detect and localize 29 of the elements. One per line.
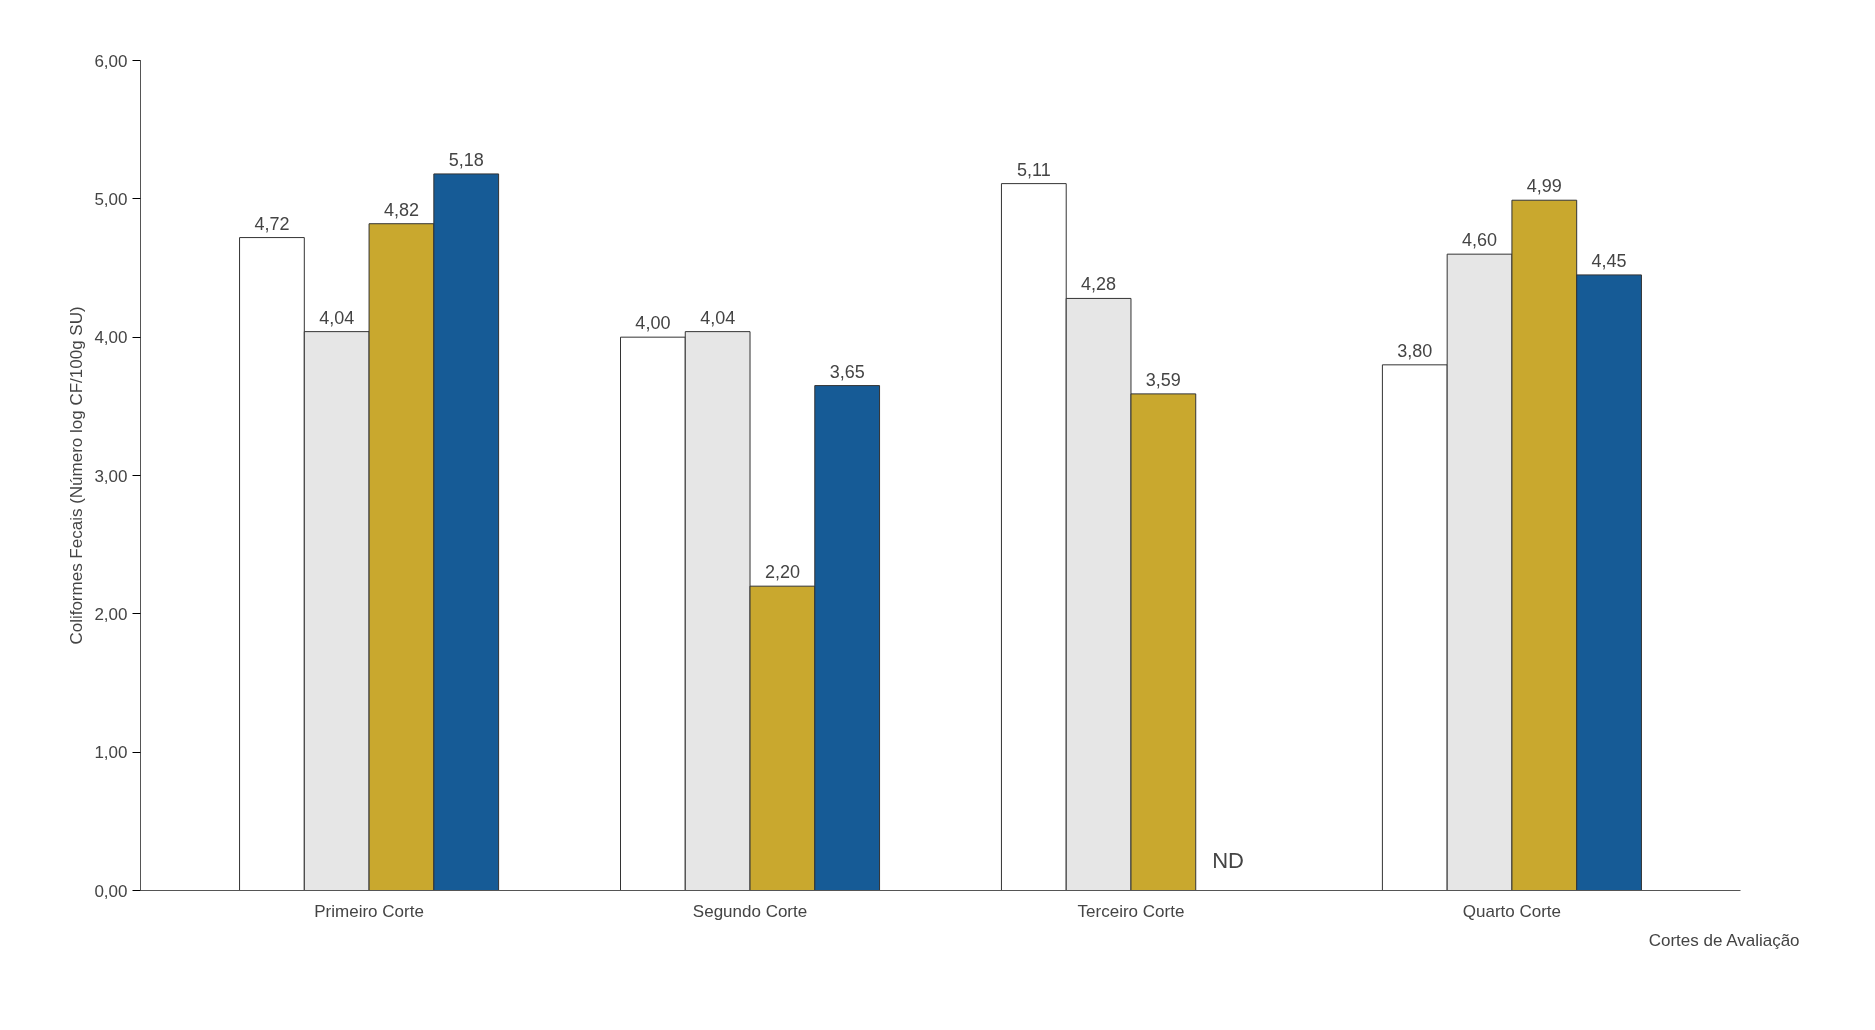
data-label: 3,65 [829, 361, 865, 382]
x-tick-label: Segundo Corte [692, 901, 808, 921]
data-label: 4,82 [383, 199, 419, 220]
data-label: 4,60 [1462, 230, 1498, 251]
data-label: 4,00 [635, 313, 671, 334]
x-tick-label: Primeiro Corte [314, 901, 424, 921]
y-tick-label: 3,00 [94, 466, 128, 486]
y-tick-label: 1,00 [94, 743, 128, 763]
data-label: 2,20 [764, 562, 800, 583]
x-tick-label: Quarto Corte [1462, 901, 1562, 921]
x-axis-title: Cortes de Avaliação [1648, 930, 1800, 950]
data-label: 4,04 [319, 307, 355, 328]
x-tick-label: Terceiro Corte [1077, 901, 1185, 921]
y-tick-label: 4,00 [94, 328, 128, 348]
data-label: 5,11 [1016, 159, 1051, 180]
y-tick-label: 6,00 [94, 51, 128, 71]
data-label: 4,72 [254, 213, 290, 234]
y-tick-label: 2,00 [94, 604, 128, 624]
data-label: 4,04 [700, 307, 736, 328]
data-label: 4,28 [1081, 274, 1117, 295]
annotation: ND [1212, 847, 1245, 873]
data-label: 4,45 [1591, 250, 1627, 271]
y-axis-title: Coliformes Fecais (Número log CF/100g SU) [67, 306, 87, 645]
data-label: 3,80 [1397, 340, 1433, 361]
data-label: 4,99 [1526, 176, 1562, 197]
y-tick-label: 5,00 [94, 189, 128, 209]
data-label: 5,18 [448, 149, 484, 170]
data-label: 3,59 [1145, 369, 1181, 390]
y-tick-label: 0,00 [94, 881, 128, 901]
